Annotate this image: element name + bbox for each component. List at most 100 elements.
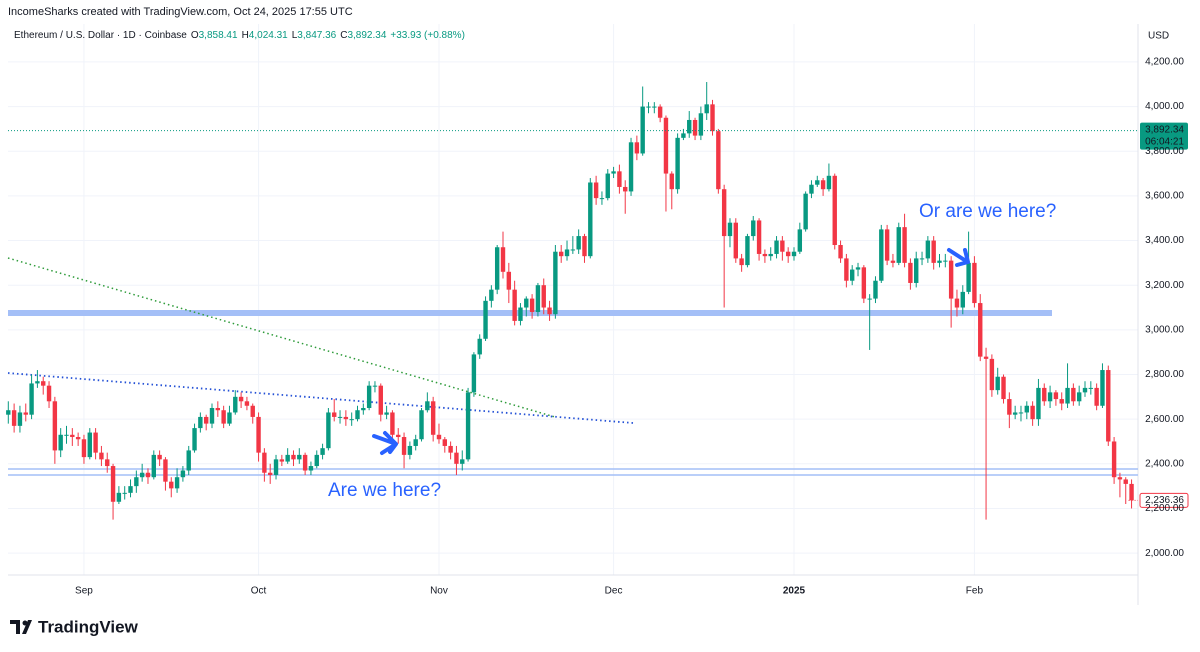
candle-body — [646, 106, 651, 108]
candle-body — [1030, 405, 1035, 420]
candle-body — [58, 434, 63, 451]
x-tick-label: Feb — [966, 586, 984, 597]
candle-body — [518, 307, 523, 321]
candle-body — [855, 267, 861, 270]
candle-body — [343, 416, 349, 420]
candle-body — [512, 289, 517, 321]
candle-body — [99, 452, 104, 460]
candle-body — [87, 432, 92, 458]
candle-body — [1036, 387, 1041, 420]
candle-body — [425, 401, 430, 411]
annotation: Or are we here? — [919, 201, 1056, 222]
x-tick-label: Nov — [430, 586, 448, 597]
candle-body — [669, 173, 674, 190]
change: +33.93 (+0.88%) — [390, 30, 465, 41]
candle-body — [442, 439, 447, 446]
candle-body — [576, 236, 581, 250]
trend-line — [7, 372, 634, 424]
candle-body — [698, 113, 704, 136]
candle-body — [768, 253, 773, 257]
candle-body — [448, 445, 453, 453]
candle-body — [337, 416, 343, 418]
candle-body — [198, 416, 203, 429]
candle-body — [41, 381, 46, 386]
candle-body — [797, 229, 803, 252]
candle-body — [902, 227, 907, 263]
quote-key: H — [242, 30, 249, 41]
candle-body — [1094, 387, 1099, 406]
candle-body — [139, 472, 145, 478]
candle-body — [75, 437, 81, 440]
candle-body — [250, 405, 255, 417]
candle-body — [145, 472, 151, 478]
candle-body — [460, 459, 465, 464]
candle-body — [559, 251, 564, 257]
candle-body — [186, 450, 191, 471]
candle-body — [908, 262, 913, 283]
candle-body — [652, 106, 657, 108]
candle-body — [17, 412, 23, 426]
candle-body — [774, 240, 779, 254]
x-tick-label: 2025 — [783, 586, 806, 597]
candle-body — [279, 459, 285, 462]
candle-body — [157, 454, 162, 460]
x-tick-label: Dec — [605, 586, 623, 597]
brand: TradingView — [38, 617, 139, 636]
candle-body — [1100, 370, 1105, 406]
candle-body — [384, 412, 389, 415]
legend: Ethereum / U.S. Dollar · 1D · Coinbase O3… — [14, 30, 465, 41]
candle-body — [739, 258, 744, 266]
y-tick-label: 4,000.00 — [1145, 101, 1184, 112]
candle-body — [215, 407, 221, 411]
quote-key: C — [340, 30, 347, 41]
candle-body — [995, 376, 1000, 391]
candle-body — [820, 180, 826, 190]
candle-body — [1082, 387, 1088, 393]
y-tick-label: 2,000.00 — [1145, 548, 1184, 559]
candle-body — [233, 396, 238, 413]
candle-body — [756, 220, 762, 254]
candle-body — [209, 407, 215, 424]
candle-body — [1129, 483, 1134, 501]
quote-key: O — [191, 30, 199, 41]
price-label: 3,892.34 — [1145, 124, 1184, 135]
candle-body — [1071, 387, 1076, 402]
candle-body — [203, 416, 209, 424]
x-tick-label: Sep — [75, 586, 93, 597]
candle-body — [378, 385, 383, 415]
quote-value: 4,024.31 — [249, 30, 288, 41]
candle-body — [500, 247, 506, 272]
candle-body — [70, 434, 75, 438]
candle-body — [745, 236, 750, 266]
candle-body — [355, 410, 360, 420]
candle-body — [524, 298, 529, 308]
candle-body — [623, 186, 628, 192]
arrow — [372, 431, 398, 455]
candle-body — [29, 383, 34, 415]
candle-body — [954, 298, 960, 308]
y-tick-label: 3,000.00 — [1145, 324, 1184, 335]
candle-body — [1007, 399, 1012, 415]
candle-body — [419, 410, 424, 440]
candle-body — [454, 452, 459, 464]
candle-body — [11, 410, 17, 426]
candle-body — [46, 385, 52, 402]
candle-body — [1001, 376, 1006, 400]
candle-body — [791, 251, 797, 257]
candle-body — [401, 437, 407, 455]
candle-body — [180, 470, 186, 478]
candle-body — [483, 300, 488, 339]
candle-body — [1065, 387, 1070, 404]
candle-body — [273, 459, 279, 475]
candle-body — [413, 439, 418, 446]
candle-body — [256, 416, 261, 453]
candle-body — [599, 198, 605, 200]
candle-body — [122, 492, 127, 494]
y-tick-label: 4,200.00 — [1145, 57, 1184, 68]
candle-body — [937, 260, 942, 263]
candle-body — [762, 253, 768, 257]
candle-body — [815, 180, 820, 185]
candle-body — [1117, 477, 1123, 480]
y-tick-label: 3,600.00 — [1145, 191, 1184, 202]
